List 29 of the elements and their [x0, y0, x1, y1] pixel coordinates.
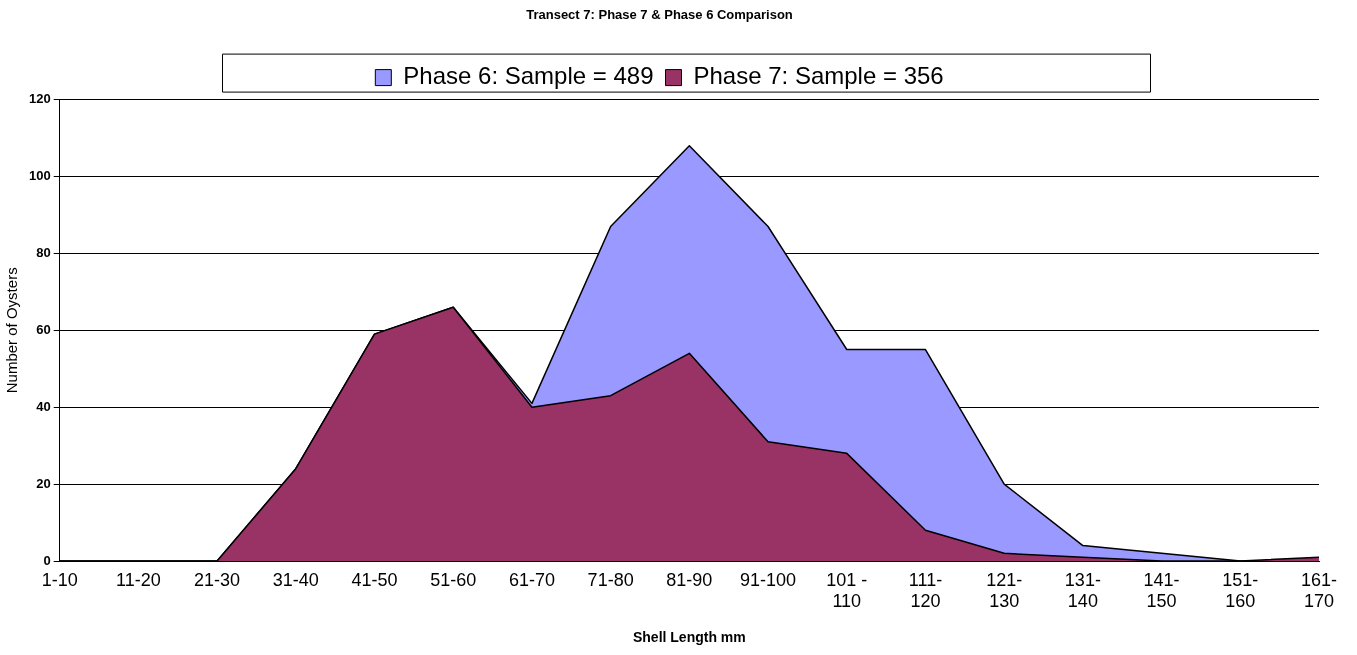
y-axis-title: Number of Oysters	[3, 267, 21, 394]
x-tick-label: 11-20	[116, 569, 161, 590]
x-tick-label: 31-40	[272, 569, 319, 590]
chart-title: Transect 7: Phase 7 & Phase 6 Comparison	[526, 7, 793, 23]
x-tick-label: 101 - 110	[826, 569, 868, 612]
legend-label: Phase 6: Sample = 489	[403, 62, 654, 90]
y-tick-label: 40	[36, 398, 51, 414]
x-axis-title: Shell Length mm	[632, 629, 746, 646]
x-tick-label: 1-10	[41, 569, 78, 590]
x-tick-label: 151-160	[1222, 569, 1259, 612]
x-tick-label: 111-120	[908, 569, 943, 612]
x-tick-label: 61-70	[508, 569, 555, 590]
x-tick-label: 141-150	[1143, 569, 1180, 612]
y-tick-label: 0	[43, 552, 51, 568]
y-tick-label: 20	[36, 475, 51, 491]
x-tick-label: 51-60	[430, 569, 477, 590]
y-tick-label: 80	[36, 244, 51, 260]
x-tick-label: 21-30	[194, 569, 241, 590]
y-tick-label: 60	[36, 321, 51, 337]
x-tick-label: 41-50	[351, 569, 398, 590]
y-tick-label: 120	[28, 91, 51, 107]
x-tick-label: 71-80	[587, 569, 634, 590]
x-tick-label: 81-90	[666, 569, 713, 590]
x-tick-label: 121-130	[986, 569, 1023, 612]
x-tick-label: 131-140	[1064, 569, 1101, 612]
x-tick-label: 91-100	[740, 569, 797, 590]
legend-label: Phase 7: Sample = 356	[693, 62, 944, 90]
x-tick-label: 161-170	[1300, 569, 1338, 612]
y-tick-label: 100	[28, 168, 51, 184]
